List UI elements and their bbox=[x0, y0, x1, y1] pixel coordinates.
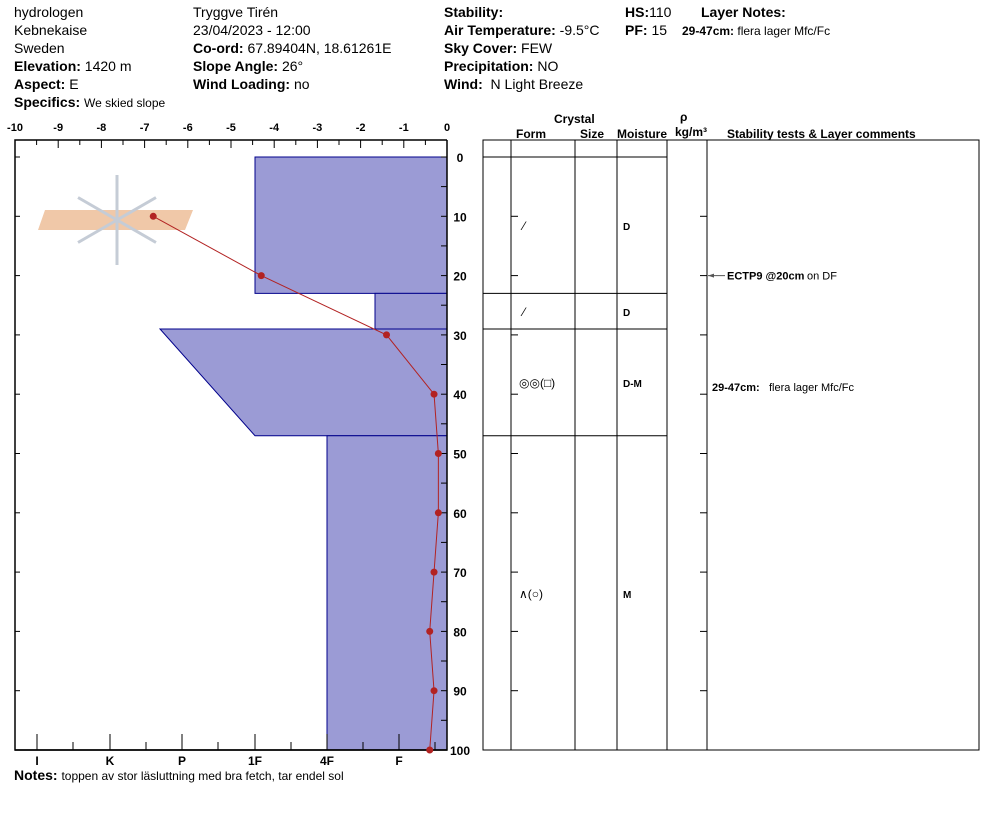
layer-comment-range: 29-47cm: bbox=[712, 382, 760, 394]
layer-table-frame bbox=[482, 139, 980, 751]
depth-tick-label: 60 bbox=[453, 507, 467, 521]
density-unit: kg/m³ bbox=[675, 125, 708, 139]
temperature-point bbox=[426, 627, 434, 635]
hardness-tick-label: K bbox=[106, 754, 115, 768]
temperature-point bbox=[257, 272, 265, 280]
layer-notes-label: Layer Notes: bbox=[701, 4, 786, 20]
depth-tick-label: 10 bbox=[453, 210, 467, 224]
layer-note: 29-47cm: flera lager Mfc/Fc bbox=[682, 24, 831, 38]
sky-cover: Sky Cover: FEW bbox=[444, 40, 553, 56]
hardness-layer bbox=[326, 435, 448, 751]
elevation: Elevation: 1420 m bbox=[14, 58, 132, 74]
location: Kebnekaise bbox=[14, 22, 88, 38]
temp-tick-label: -10 bbox=[7, 122, 23, 134]
coord: Co-ord: 67.89404N, 18.61261E bbox=[193, 40, 392, 56]
temperature-point bbox=[430, 390, 438, 398]
wind: Wind: N Light Breeze bbox=[444, 76, 584, 92]
temp-tick-label: -9 bbox=[53, 122, 63, 134]
temp-tick-label: -8 bbox=[97, 122, 107, 134]
hardness-tick-label: F bbox=[395, 754, 402, 768]
temp-tick-label: -5 bbox=[226, 122, 236, 134]
temp-tick-label: -1 bbox=[399, 122, 409, 134]
temperature-point bbox=[434, 509, 442, 517]
temp-tick-label: -4 bbox=[269, 122, 280, 134]
crystal-form-symbol: ⁄ bbox=[520, 305, 527, 319]
form-header: Form bbox=[516, 127, 546, 141]
moisture-header: Moisture bbox=[617, 127, 668, 141]
temperature-point bbox=[149, 212, 157, 220]
depth-tick-label: 20 bbox=[453, 270, 467, 284]
hardness-tick-label: P bbox=[178, 754, 186, 768]
temp-tick-label: -3 bbox=[313, 122, 323, 134]
layer-comment-text: flera lager Mfc/Fc bbox=[769, 382, 854, 394]
arrow-head-icon bbox=[708, 273, 714, 278]
country: Sweden bbox=[14, 40, 65, 56]
temp-tick-label: -7 bbox=[140, 122, 150, 134]
temperature-point bbox=[430, 687, 438, 695]
temperature-point bbox=[383, 331, 391, 339]
moisture-value: D bbox=[623, 222, 630, 233]
hardness-tick-label: I bbox=[35, 754, 38, 768]
temp-tick-label: -2 bbox=[356, 122, 366, 134]
rho-header: ρ bbox=[680, 110, 688, 124]
logo-snowflake-arm bbox=[77, 218, 118, 244]
temperature-point bbox=[434, 450, 442, 457]
hardness-layer bbox=[374, 292, 448, 330]
logo-snowflake-arm bbox=[77, 196, 118, 222]
datetime: 23/04/2023 - 12:00 bbox=[193, 22, 311, 38]
depth-tick-label: 100 bbox=[450, 744, 470, 758]
temperature-point bbox=[430, 568, 438, 576]
specifics: Specifics: We skied slope bbox=[14, 94, 166, 110]
crystal-form-symbol: ◎◎(□) bbox=[519, 376, 555, 390]
depth-tick-label: 90 bbox=[453, 685, 467, 699]
crystal-form-symbol: ∧(○) bbox=[519, 587, 543, 601]
depth-tick-label: 80 bbox=[453, 625, 467, 639]
size-header: Size bbox=[580, 127, 605, 141]
crystal-header: Crystal bbox=[554, 112, 595, 126]
hardness-tick-label: 1F bbox=[248, 754, 262, 768]
depth-tick-label: 30 bbox=[453, 329, 467, 343]
hs: HS:110 bbox=[625, 4, 672, 20]
moisture-value: M bbox=[623, 590, 631, 601]
moisture-value: D bbox=[623, 308, 630, 319]
temperature-point bbox=[426, 746, 434, 754]
depth-tick-label: 50 bbox=[453, 448, 467, 462]
logo-snowflake-arm bbox=[116, 218, 157, 244]
pf: PF: 15 bbox=[625, 22, 668, 38]
wind-loading: Wind Loading: no bbox=[193, 76, 310, 92]
temp-tick-label: 0 bbox=[444, 122, 450, 134]
comments-header: Stability tests & Layer comments bbox=[727, 127, 916, 141]
logo-snowflake-arm bbox=[116, 196, 157, 222]
aspect: Aspect: E bbox=[14, 76, 79, 92]
precipitation: Precipitation: NO bbox=[444, 58, 559, 74]
depth-tick-label: 40 bbox=[453, 388, 467, 402]
stability: Stability: bbox=[444, 4, 504, 20]
crystal-form-symbol: ⁄ bbox=[520, 219, 527, 233]
observer-name: Tryggve Tirén bbox=[193, 4, 279, 20]
moisture-value: D-M bbox=[623, 379, 642, 390]
hardness-layer bbox=[158, 328, 448, 437]
stability-test-comment: on DF bbox=[807, 271, 837, 283]
temperature-line bbox=[152, 215, 439, 751]
air-temperature: Air Temperature: -9.5°C bbox=[444, 22, 600, 38]
slope-angle: Slope Angle: 26° bbox=[193, 58, 304, 74]
temp-tick-label: -6 bbox=[183, 122, 193, 134]
depth-tick-label: 0 bbox=[457, 151, 464, 165]
hardness-layer bbox=[254, 156, 448, 294]
stability-test-result: ECTP9 @20cm bbox=[727, 271, 805, 283]
observer: hydrologen bbox=[14, 4, 84, 20]
notes: Notes: toppen av stor läsluttning med br… bbox=[14, 767, 344, 783]
depth-tick-label: 70 bbox=[453, 566, 467, 580]
hardness-tick-label: 4F bbox=[320, 754, 334, 768]
